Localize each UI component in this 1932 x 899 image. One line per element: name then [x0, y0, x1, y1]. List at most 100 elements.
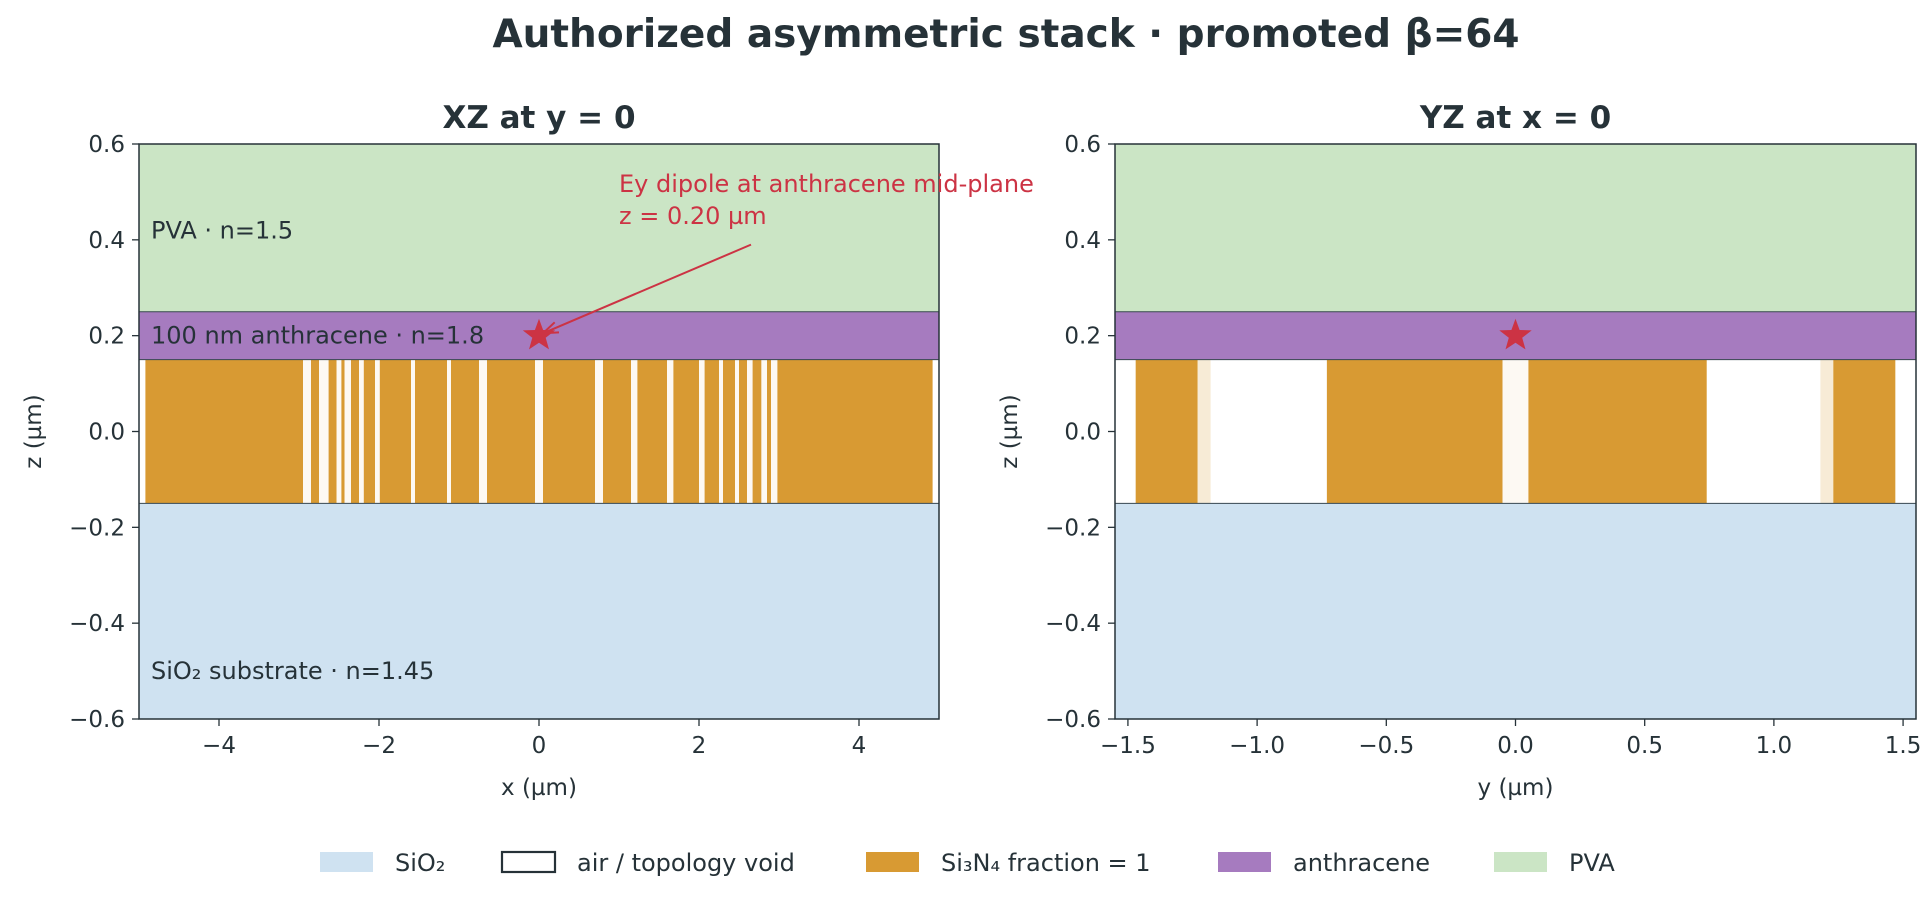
- y-tick-label: 0.0: [88, 420, 125, 446]
- si3n4-segment: [359, 359, 364, 504]
- legend-swatch: [866, 852, 919, 872]
- si3n4-segment: [415, 359, 447, 504]
- si3n4-segment: [451, 359, 479, 504]
- si3n4-segment: [777, 359, 933, 504]
- legend-label: Si₃N₄ fraction = 1: [941, 849, 1151, 877]
- si3n4-segment: [479, 359, 487, 504]
- y-tick-label: 0.6: [1064, 132, 1101, 158]
- annotation-arrow: [542, 243, 752, 335]
- si3n4-segment: [351, 359, 359, 504]
- si3n4-segment: [1528, 359, 1707, 504]
- si3n4-segment: [303, 359, 311, 504]
- si3n4-segment: [319, 359, 329, 504]
- legend-swatch: [1494, 852, 1547, 872]
- annotation-line: z = 0.20 µm: [619, 202, 767, 230]
- x-tick-label: −2: [362, 733, 396, 759]
- si3n4-segment: [447, 359, 451, 504]
- y-tick-label: −0.6: [1045, 707, 1101, 733]
- legend-swatch: [1218, 852, 1271, 872]
- x-axis-label: y (µm): [1478, 775, 1554, 801]
- si3n4-segment: [719, 359, 723, 504]
- dipole-marker: [1499, 318, 1532, 350]
- panel-title: YZ at x = 0: [1419, 100, 1611, 136]
- x-tick-label: 0.0: [1497, 733, 1534, 759]
- si3n4-segment: [603, 359, 631, 504]
- si3n4-segment: [761, 359, 767, 504]
- si3n4-segment: [341, 359, 345, 504]
- y-tick-label: 0.4: [88, 228, 125, 254]
- figure-suptitle: Authorized asymmetric stack · promoted β…: [492, 12, 1519, 57]
- y-tick-label: 0.2: [88, 324, 125, 350]
- y-tick-label: −0.2: [69, 515, 125, 541]
- x-tick-label: 4: [852, 733, 867, 759]
- si3n4-segment: [1820, 359, 1834, 504]
- legend: SiO₂ air / topology void Si₃N₄ fraction = …: [320, 849, 1615, 877]
- plot-area: [139, 144, 939, 719]
- layer-sio-: [1115, 503, 1916, 719]
- panel-title: XZ at y = 0: [442, 100, 635, 136]
- si3n4-segment: [543, 359, 595, 504]
- y-tick-label: 0.4: [1064, 228, 1101, 254]
- si3n4-segment: [411, 359, 415, 504]
- si3n4-segment: [375, 359, 380, 504]
- x-tick-label: −4: [202, 733, 236, 759]
- y-tick-label: 0.6: [88, 132, 125, 158]
- x-tick-label: 1.0: [1756, 733, 1793, 759]
- si3n4-segment: [735, 359, 739, 504]
- si3n4-segment: [336, 359, 342, 504]
- layer-label: PVA · n=1.5: [151, 216, 293, 244]
- si3n4-segment: [1135, 359, 1198, 504]
- si3n4-segment: [673, 359, 699, 504]
- si3n4-segment: [487, 359, 535, 504]
- si3n4-segment: [699, 359, 705, 504]
- si3n4-segment: [747, 359, 753, 504]
- si3n4-segment: [752, 359, 762, 504]
- y-axis-label: z (µm): [21, 394, 47, 468]
- x-tick-label: 0: [532, 733, 547, 759]
- layer-sio-: [139, 503, 939, 719]
- legend-swatch: [500, 850, 557, 874]
- layer-pva: [1115, 144, 1916, 312]
- legend-label: SiO₂: [395, 849, 445, 877]
- annotation-line: Ey dipole at anthracene mid-plane: [619, 170, 1034, 198]
- si3n4-segment: [667, 359, 674, 504]
- x-tick-label: 2: [692, 733, 707, 759]
- si3n4-segment: [723, 359, 735, 504]
- si3n4-segment: [1833, 359, 1896, 504]
- layer-label: 100 nm anthracene · n=1.8: [151, 322, 484, 350]
- y-tick-label: 0.2: [1064, 324, 1101, 350]
- x-tick-label: −1.5: [1100, 733, 1156, 759]
- si3n4-segment: [379, 359, 411, 504]
- si3n4-segment: [344, 359, 351, 504]
- si3n4-segment: [771, 359, 778, 504]
- legend-label: PVA: [1569, 849, 1615, 877]
- si3n4-segment: [1502, 359, 1529, 504]
- x-tick-label: −1.0: [1229, 733, 1285, 759]
- plot-area: [1115, 144, 1916, 719]
- si3n4-segment: [704, 359, 719, 504]
- si3n4-segment: [1326, 359, 1503, 504]
- layer-label: SiO₂ substrate · n=1.45: [151, 657, 434, 685]
- si3n4-segment: [767, 359, 771, 504]
- si3n4-segment: [311, 359, 319, 504]
- x-tick-label: 1.5: [1885, 733, 1922, 759]
- dipole-marker: [522, 318, 556, 350]
- legend-swatch: [320, 852, 373, 872]
- si3n4-segment: [637, 359, 667, 504]
- legend-label: anthracene: [1293, 849, 1430, 877]
- si3n4-segment: [363, 359, 375, 504]
- si3n4-segment: [535, 359, 543, 504]
- x-tick-label: −0.5: [1358, 733, 1414, 759]
- legend-label: air / topology void: [577, 849, 795, 877]
- y-tick-label: 0.0: [1064, 420, 1101, 446]
- si3n4-segment: [739, 359, 747, 504]
- y-tick-label: −0.4: [69, 611, 125, 637]
- x-tick-label: 0.5: [1626, 733, 1663, 759]
- layer-pva: [139, 144, 939, 312]
- yz-panel: YZ at x = 0 −1.5 −1.0 −0.5 0.0 0.5 1.0 1.5 0.6 0.…: [997, 100, 1921, 801]
- si3n4-segment: [328, 359, 337, 504]
- y-tick-label: −0.6: [69, 707, 125, 733]
- y-tick-label: −0.4: [1045, 611, 1101, 637]
- si3n4-segment: [1197, 359, 1211, 504]
- si3n4-segment: [145, 359, 303, 504]
